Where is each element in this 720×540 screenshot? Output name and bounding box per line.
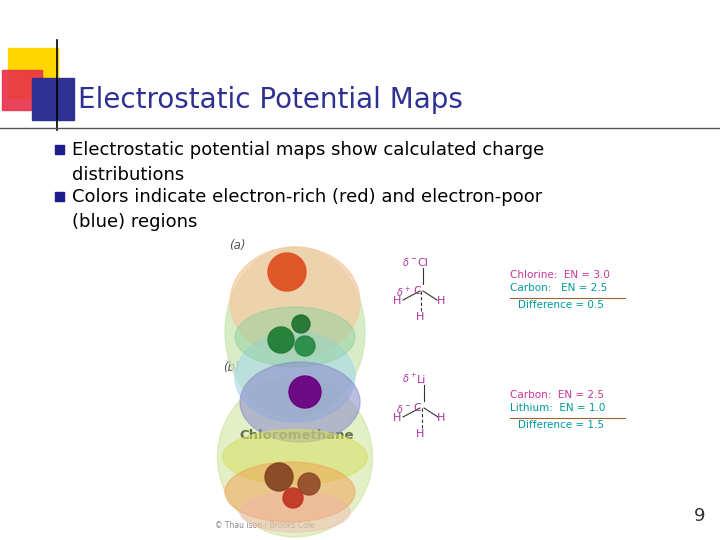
Text: Cl: Cl	[417, 258, 428, 268]
Bar	[32, 78, 74, 120]
Text: Difference = 0.5: Difference = 0.5	[518, 300, 604, 310]
Ellipse shape	[235, 332, 355, 422]
Text: Chlorine:  EN = 3.0: Chlorine: EN = 3.0	[510, 270, 610, 280]
Text: Li: Li	[417, 375, 426, 385]
Text: Electrostatic Potential Maps: Electrostatic Potential Maps	[78, 86, 463, 114]
Text: 9: 9	[693, 507, 705, 525]
Text: $\delta^-$: $\delta^-$	[402, 256, 417, 268]
Text: $\delta^+$: $\delta^+$	[396, 286, 411, 299]
Ellipse shape	[240, 362, 360, 442]
Ellipse shape	[230, 247, 360, 357]
Ellipse shape	[225, 247, 365, 417]
Ellipse shape	[235, 307, 355, 367]
Text: Electrostatic potential maps show calculated charge
distributions: Electrostatic potential maps show calcul…	[72, 141, 544, 184]
Text: H: H	[393, 296, 401, 306]
Ellipse shape	[283, 488, 303, 508]
Text: H: H	[393, 413, 401, 423]
Text: H: H	[416, 312, 424, 322]
Text: (a): (a)	[229, 239, 246, 252]
Ellipse shape	[295, 336, 315, 356]
Ellipse shape	[298, 473, 320, 495]
Text: Colors indicate electron-rich (red) and electron-poor
(blue) regions: Colors indicate electron-rich (red) and …	[72, 188, 542, 231]
Text: Lithium:  EN = 1.0: Lithium: EN = 1.0	[510, 403, 606, 413]
Ellipse shape	[265, 463, 293, 491]
Bar	[55, 192, 64, 201]
Ellipse shape	[268, 327, 294, 353]
Text: H: H	[416, 429, 424, 439]
Ellipse shape	[268, 253, 306, 291]
Text: Carbon:  EN = 2.5: Carbon: EN = 2.5	[510, 390, 604, 400]
Text: $\delta^-$: $\delta^-$	[396, 403, 411, 415]
Text: Chloromethane: Chloromethane	[240, 429, 354, 442]
Bar	[55, 145, 64, 154]
Ellipse shape	[225, 462, 355, 522]
Bar	[2, 70, 42, 110]
Text: Difference = 1.5: Difference = 1.5	[518, 420, 604, 430]
Text: C: C	[413, 403, 420, 413]
Text: © Thau ison / Brooks Cole: © Thau ison / Brooks Cole	[215, 520, 315, 529]
Text: $\delta^+$: $\delta^+$	[402, 372, 417, 385]
Text: C: C	[413, 286, 420, 296]
Ellipse shape	[289, 376, 321, 408]
Text: (b): (b)	[223, 361, 240, 374]
Text: H: H	[437, 413, 445, 423]
Bar	[8, 48, 58, 98]
Text: H: H	[437, 296, 445, 306]
Text: Carbon:   EN = 2.5: Carbon: EN = 2.5	[510, 283, 607, 293]
Ellipse shape	[240, 492, 350, 532]
Ellipse shape	[217, 377, 372, 537]
Ellipse shape	[292, 315, 310, 333]
Ellipse shape	[222, 429, 367, 484]
